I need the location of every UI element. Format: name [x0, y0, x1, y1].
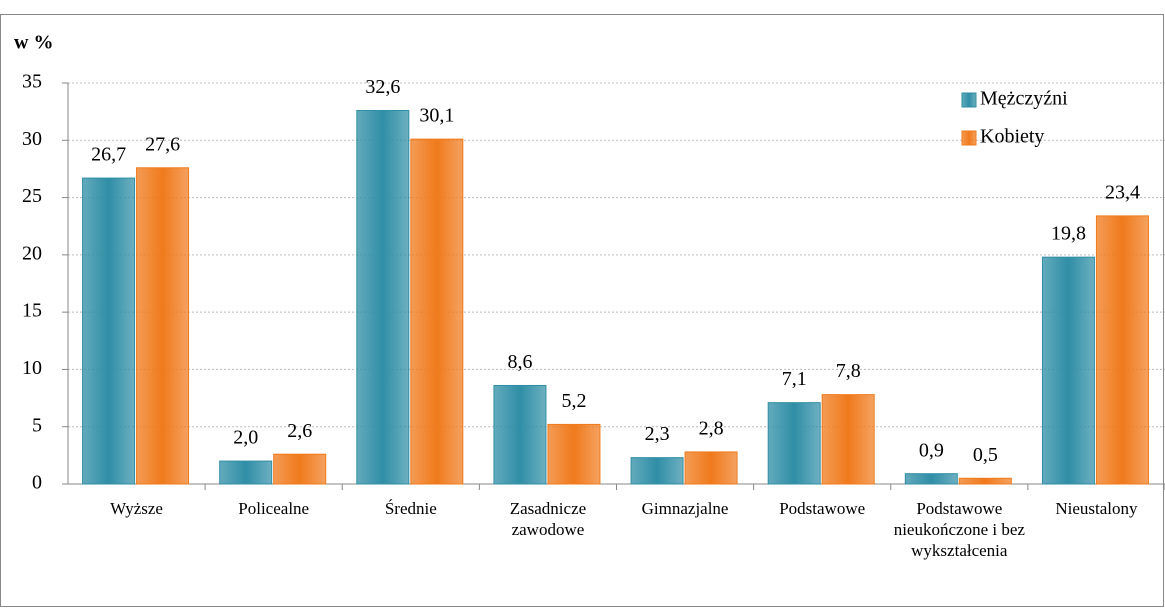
bar: [684, 451, 738, 485]
y-tick-label: 0: [32, 472, 42, 494]
bar: [630, 457, 684, 485]
data-label: 30,1: [419, 105, 454, 127]
x-tick-label: Policealne: [238, 499, 310, 518]
data-label: 32,6: [365, 76, 400, 98]
data-label: 5,2: [561, 390, 586, 412]
legend-swatch: [961, 92, 977, 108]
data-label: 7,8: [836, 360, 861, 382]
x-tick-label: Średnie: [384, 499, 437, 518]
x-tick-label: Wyższe: [110, 499, 163, 518]
y-tick-label: 25: [22, 185, 42, 207]
bar: [273, 453, 327, 485]
x-tick-label: Podstawowe nieukończone i bez wykształce…: [893, 499, 1025, 560]
y-tick-label: 10: [22, 357, 42, 379]
y-tick-label: 30: [22, 128, 42, 150]
data-label: 7,1: [782, 368, 807, 390]
bar: [410, 138, 464, 485]
bar: [219, 460, 273, 485]
data-label: 23,4: [1105, 181, 1140, 203]
y-tick-label: 5: [32, 414, 42, 436]
x-tick-label: Nieustalony: [1055, 499, 1138, 518]
x-tick-label: Podstawowe: [779, 499, 866, 518]
bar: [767, 402, 821, 485]
y-tick-label: 20: [22, 242, 42, 264]
data-label: 2,6: [287, 420, 312, 442]
data-label: 0,5: [973, 444, 998, 466]
data-label: 26,7: [91, 144, 126, 166]
bar: [82, 177, 136, 485]
data-label: 8,6: [507, 351, 532, 373]
bar: [1095, 215, 1149, 485]
y-tick-label: 35: [22, 71, 42, 93]
bar: [547, 423, 601, 485]
bar: [904, 473, 958, 485]
data-label: 27,6: [145, 133, 180, 155]
bar: [136, 167, 190, 485]
data-label: 2,0: [233, 427, 258, 449]
data-label: 2,8: [699, 418, 724, 440]
legend-swatch: [961, 130, 977, 146]
data-label: 19,8: [1051, 223, 1086, 245]
legend-label: Kobiety: [980, 126, 1044, 148]
bar: [493, 384, 547, 485]
bar: [958, 477, 1012, 485]
data-label: 2,3: [645, 423, 670, 445]
data-label: 0,9: [919, 439, 944, 461]
y-tick-label: 15: [22, 300, 42, 322]
legend-label: Mężczyźni: [980, 88, 1068, 110]
bar: [1041, 256, 1095, 485]
bar: [356, 109, 410, 485]
y-axis-label: w %: [14, 32, 53, 54]
x-tick-label: Gimnazjalne: [641, 499, 729, 518]
chart-border: [0, 14, 1164, 607]
x-tick-label: Zasadnicze zawodowe: [509, 499, 587, 539]
bar: [821, 394, 875, 485]
